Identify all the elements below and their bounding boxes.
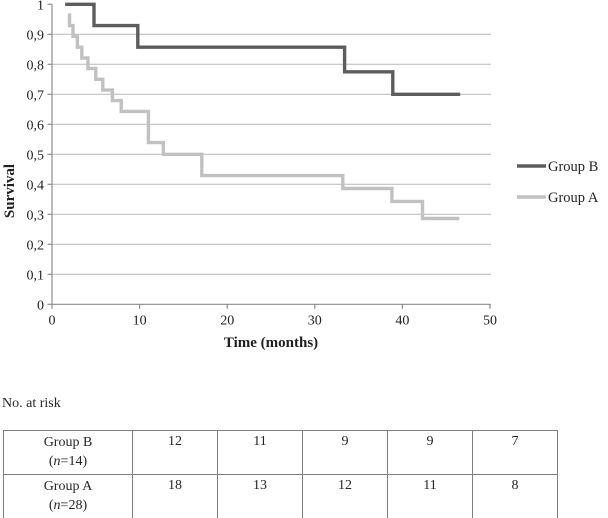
risk-value: 9 (387, 430, 473, 475)
risk-value: 13 (217, 474, 303, 518)
legend-label-group-b: Group B (548, 159, 598, 175)
survival-curve-group-a (67, 13, 460, 221)
y-axis-title: Survival (2, 164, 18, 218)
x-tick-label: 40 (395, 313, 409, 328)
legend: Group B Group A (517, 159, 599, 206)
axes (47, 3, 491, 309)
y-tick-label: 0,2 (27, 238, 45, 253)
risk-value: 8 (472, 474, 558, 518)
risk-value: 18 (132, 474, 218, 518)
x-tick-labels: 0 10 20 30 40 50 (49, 313, 498, 328)
x-axis-title: Time (months) (224, 335, 318, 351)
number-at-risk-table: Group B (n=14) 12 11 9 9 7 Group A (n=28… (3, 430, 558, 518)
risk-value: 11 (217, 430, 303, 475)
survival-curve-group-b (65, 2, 461, 96)
group-name: Group B (43, 435, 93, 450)
risk-value: 9 (302, 430, 388, 475)
row-label-group-b: Group B (n=14) (3, 430, 133, 475)
y-tick-label: 0,4 (27, 178, 45, 193)
risk-table-caption: No. at risk (2, 396, 61, 411)
survival-chart: 0 0,1 0,2 0,3 0,4 0,5 0,6 0,7 0,8 0,9 1 0 10 20 30 40 5… (2, 0, 599, 351)
x-tick-label: 20 (220, 313, 234, 328)
x-tick-label: 10 (133, 313, 147, 328)
legend-label-group-a: Group A (548, 190, 599, 206)
row-label-group-a: Group A (n=28) (3, 474, 133, 518)
y-tick-label: 1 (37, 0, 44, 13)
table-row-group-b: Group B (n=14) 12 11 9 9 7 (3, 430, 558, 475)
y-tick-label: 0,5 (27, 148, 45, 163)
survival-curves (65, 2, 461, 221)
x-tick-label: 50 (483, 313, 497, 328)
y-tick-label: 0,1 (27, 268, 45, 283)
group-name: Group A (43, 479, 93, 494)
x-tick-label: 0 (49, 313, 56, 328)
y-tick-label: 0,6 (27, 118, 45, 133)
table-row-group-a: Group A (n=28) 18 13 12 11 8 (3, 474, 558, 518)
y-tick-label: 0,7 (27, 88, 45, 103)
y-tick-label: 0,3 (27, 208, 45, 223)
group-n-label: (n=28) (48, 497, 88, 513)
y-tick-label: 0 (37, 298, 44, 313)
x-tick-label: 30 (308, 313, 322, 328)
risk-value: 11 (387, 474, 473, 518)
y-tick-labels: 0 0,1 0,2 0,3 0,4 0,5 0,6 0,7 0,8 0,9 1 (27, 0, 45, 313)
y-tick-label: 0,9 (27, 28, 45, 43)
y-tick-label: 0,8 (27, 58, 45, 73)
gridlines (52, 33, 491, 275)
risk-value: 12 (302, 474, 388, 518)
group-n-label: (n=14) (48, 453, 88, 469)
risk-value: 7 (472, 430, 558, 475)
risk-value: 12 (132, 430, 218, 475)
